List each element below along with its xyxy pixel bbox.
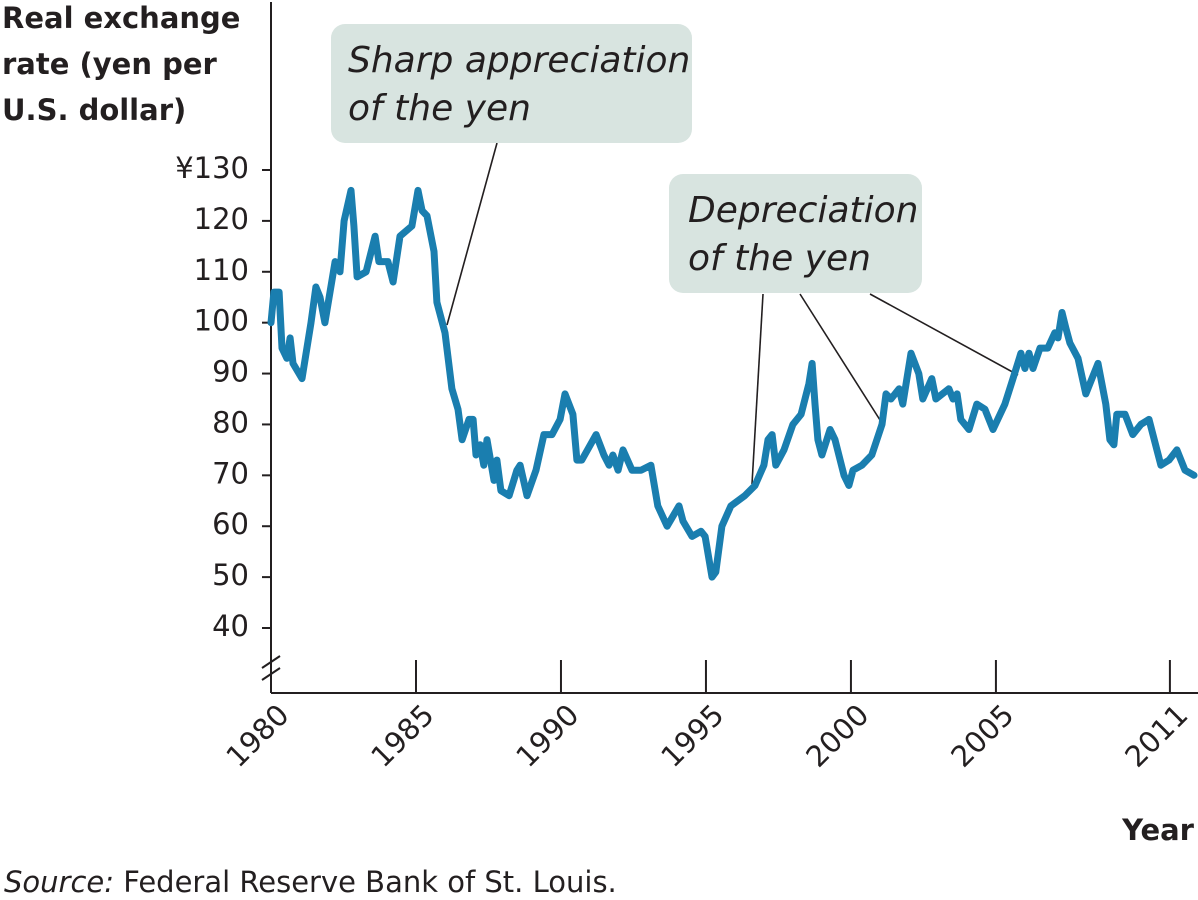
annotation-box xyxy=(669,174,922,293)
x-tick-label: 2000 xyxy=(799,698,875,774)
annotation-text: Depreciation xyxy=(688,190,918,231)
y-tick-label: 70 xyxy=(212,456,249,490)
y-axis-label: Real exchange xyxy=(2,1,240,35)
y-tick-label: 80 xyxy=(212,405,249,439)
y-tick-label: 110 xyxy=(194,253,249,287)
x-tick-label: 2011 xyxy=(1118,698,1194,774)
data-line xyxy=(267,186,1198,581)
annotation-text: of the yen xyxy=(348,88,531,129)
y-axis-label: U.S. dollar) xyxy=(2,93,186,127)
source-text: Federal Reserve Bank of St. Louis. xyxy=(123,865,617,899)
y-axis-label: rate (yen per xyxy=(2,47,217,81)
x-tick-label: 1990 xyxy=(509,698,585,774)
x-axis-label: Year xyxy=(1121,813,1195,847)
leader-line xyxy=(799,293,881,421)
source: Source: Federal Reserve Bank of St. Loui… xyxy=(4,865,617,899)
y-tick-label: 60 xyxy=(212,507,249,541)
annotation-leaders xyxy=(446,142,1019,485)
leader-line xyxy=(446,142,498,326)
y-tick-label: 120 xyxy=(194,202,249,236)
x-tick-label: 2005 xyxy=(944,698,1020,774)
annotation-box xyxy=(331,24,692,143)
x-tick-label: 1980 xyxy=(219,698,295,774)
x-tick-label: 1995 xyxy=(654,698,730,774)
leader-line xyxy=(751,293,764,485)
source-label: Source: xyxy=(4,865,114,899)
leader-line xyxy=(869,293,1019,376)
annotation-text: of the yen xyxy=(688,238,871,279)
y-tick-label: ¥130 xyxy=(175,151,249,185)
annotation-text: Sharp appreciation xyxy=(348,40,690,81)
y-tick-label: 90 xyxy=(212,355,249,389)
y-tick-label: 40 xyxy=(212,609,249,643)
y-tick-label: 100 xyxy=(194,304,249,338)
x-tick-label: 1985 xyxy=(364,698,440,774)
y-tick-label: 50 xyxy=(212,558,249,592)
